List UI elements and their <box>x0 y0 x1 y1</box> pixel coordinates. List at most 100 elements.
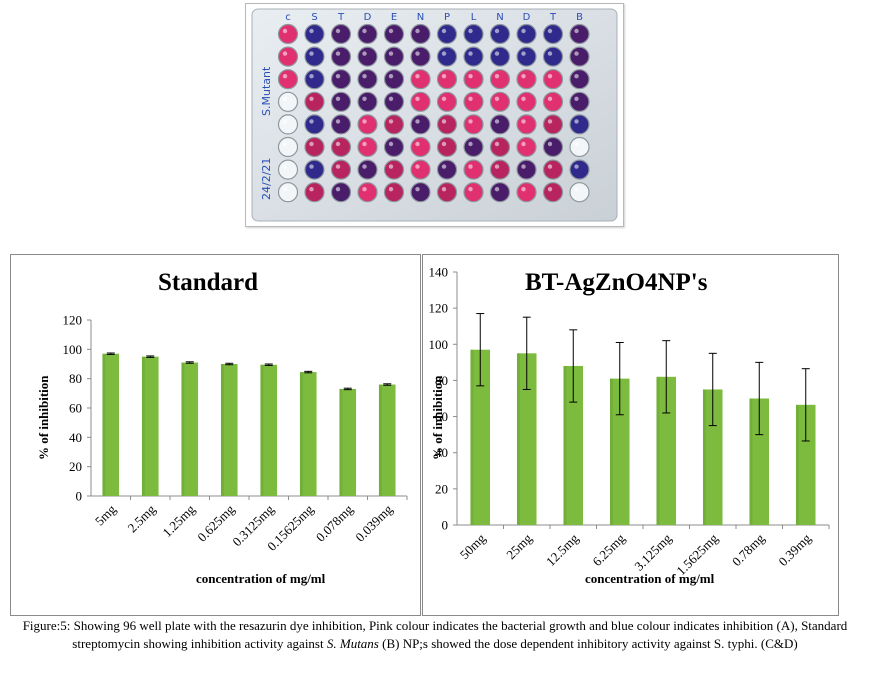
plate-well <box>542 136 564 158</box>
bar <box>563 365 584 525</box>
plate-well-highlight <box>415 141 420 147</box>
plate-well-highlight <box>415 187 420 192</box>
plate-wells <box>277 23 590 203</box>
plate-well <box>357 46 378 67</box>
x-tick-label: 3.125mg <box>631 530 674 573</box>
plate-well <box>304 46 325 67</box>
plate-well-highlight <box>309 119 314 124</box>
plate-well <box>463 114 484 135</box>
caption-text-start: Figure:5: Showing 96 well plate with the… <box>22 618 848 651</box>
plate-well-highlight <box>441 119 447 124</box>
plate-well <box>463 69 484 90</box>
plate-well-highlight <box>282 51 288 56</box>
nanoparticle-x-axis-label: concentration of mg/ml <box>585 571 715 586</box>
bar <box>102 353 120 496</box>
plate-well-highlight <box>468 119 473 124</box>
bar-shade <box>609 378 613 525</box>
caption-text-end: (B) NP;s showed the dose dependent inhib… <box>378 635 798 651</box>
plate-well <box>542 23 564 45</box>
plate-well <box>569 91 590 112</box>
plate-well-highlight <box>309 96 314 102</box>
plate-well-highlight <box>282 28 288 34</box>
plate-well <box>277 182 299 203</box>
plate-well-highlight <box>415 51 420 56</box>
plate-well <box>516 182 537 203</box>
plate-well-highlight <box>282 187 288 192</box>
plate-well <box>569 182 590 203</box>
plate-well-highlight <box>335 187 341 192</box>
plate-well <box>383 159 405 180</box>
plate-column-label: c <box>285 12 291 23</box>
standard-x-axis-label: concentration of mg/ml <box>196 571 326 586</box>
plate-well-highlight <box>547 96 553 102</box>
plate-well-highlight <box>468 164 473 169</box>
plate-well-highlight <box>309 187 314 192</box>
x-tick-label: 0.78mg <box>729 530 768 569</box>
plate-well-highlight <box>335 51 341 56</box>
plate-well-highlight <box>468 187 473 192</box>
plate-column-label: S <box>311 12 317 23</box>
bar-shade <box>795 404 799 525</box>
plate-well <box>436 182 458 203</box>
standard-chart-title: Standard <box>158 269 259 296</box>
bar-shade <box>102 353 106 496</box>
plate-well-highlight <box>388 187 394 192</box>
plate-well-highlight <box>441 74 447 79</box>
plate-well <box>489 23 511 45</box>
plate-well-highlight <box>521 164 526 169</box>
plate-well <box>410 136 431 158</box>
plate-well-highlight <box>521 74 526 79</box>
plate-well-highlight <box>574 28 579 34</box>
y-tick-label: 120 <box>429 301 449 316</box>
plate-column-label: P <box>444 12 450 23</box>
plate-well <box>436 136 458 158</box>
plate-well-highlight <box>282 74 288 79</box>
plate-well-highlight <box>309 51 314 56</box>
plate-well-highlight <box>574 96 579 102</box>
plate-well-highlight <box>547 51 553 56</box>
caption-organism: S. Mutans <box>326 635 379 651</box>
plate-well-highlight <box>388 164 394 169</box>
plate-well-highlight <box>388 74 394 79</box>
plate-well <box>569 114 590 135</box>
plate-well <box>410 69 431 90</box>
plate-well-highlight <box>494 28 500 34</box>
plate-well-highlight <box>309 74 314 79</box>
plate-well-highlight <box>388 141 394 147</box>
bar-shade <box>260 364 264 496</box>
plate-well-highlight <box>547 28 553 34</box>
plate-well <box>277 136 299 158</box>
plate-well <box>304 159 325 180</box>
plate-well-highlight <box>415 119 420 124</box>
plate-well-highlight <box>574 141 579 147</box>
plate-handwriting-strain: S.Mutant <box>260 66 273 116</box>
y-tick-label: 100 <box>429 337 449 352</box>
plate-well-highlight <box>547 119 553 124</box>
plate-well <box>489 114 511 135</box>
standard-y-axis-label: % of inhibition <box>36 375 51 460</box>
plate-well <box>489 182 511 203</box>
bar <box>656 376 677 525</box>
plate-well <box>463 136 484 158</box>
plate-well-highlight <box>282 96 288 102</box>
plate-well <box>463 182 484 203</box>
plate-well <box>304 114 325 135</box>
plate-well <box>383 46 405 67</box>
plate-well-highlight <box>335 28 341 34</box>
plate-well-highlight <box>468 28 473 34</box>
plate-well <box>410 46 431 67</box>
plate-column-label: E <box>391 12 397 23</box>
plate-well <box>542 91 564 112</box>
plate-well <box>489 46 511 67</box>
bar <box>220 364 238 496</box>
plate-well-highlight <box>362 96 367 102</box>
plate-well-highlight <box>574 164 579 169</box>
bar <box>339 388 357 496</box>
plate-well <box>569 136 590 158</box>
plate-well <box>304 136 325 158</box>
plate-well-highlight <box>282 164 288 169</box>
plate-well <box>436 69 458 90</box>
plate-well-highlight <box>441 28 447 34</box>
plate-well <box>463 91 484 112</box>
